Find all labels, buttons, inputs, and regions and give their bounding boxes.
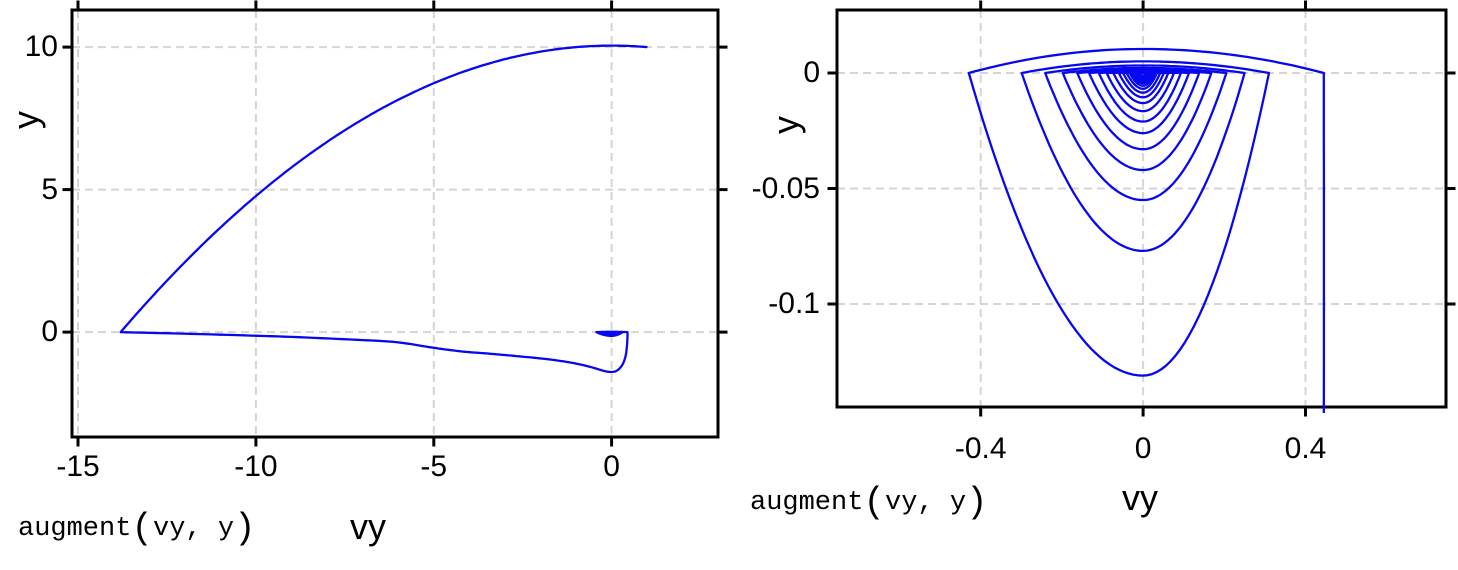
x-tick-label: -10 bbox=[234, 450, 278, 483]
x-tick-label: 0 bbox=[1134, 432, 1152, 465]
y-tick-label: 0 bbox=[803, 56, 820, 90]
x-tick-label: 0 bbox=[603, 450, 620, 483]
expr-open-paren: ( bbox=[863, 482, 886, 523]
expr-close-paren: ) bbox=[234, 508, 256, 549]
expr-open-paren: ( bbox=[131, 508, 154, 549]
left-plot-y-axis-title[interactable]: y bbox=[5, 111, 46, 129]
x-tick-label: -5 bbox=[420, 450, 448, 483]
expr-function-name: augment bbox=[750, 488, 864, 518]
expr-arguments: vy, y bbox=[153, 514, 235, 544]
expr-arguments: vy, y bbox=[885, 488, 967, 518]
plot-phase-portrait-full bbox=[62, 0, 728, 447]
y-tick-label: -0.1 bbox=[768, 286, 820, 320]
y-tick-label: 5 bbox=[41, 172, 58, 206]
trajectory-trace[interactable] bbox=[119, 44, 648, 374]
x-tick-label: -0.4 bbox=[954, 432, 1007, 465]
left-plot-x-axis-title[interactable]: vy bbox=[350, 506, 386, 547]
x-tick-label: 0.4 bbox=[1284, 432, 1327, 465]
axis-tick-marks bbox=[827, 0, 1456, 417]
right-plot-trace-expression[interactable]: augment(vy, y) bbox=[750, 482, 988, 521]
left-plot-region[interactable] bbox=[72, 10, 718, 437]
expr-function-name: augment bbox=[18, 514, 132, 544]
y-tick-label: -0.05 bbox=[751, 171, 820, 205]
plot-frame bbox=[70, 8, 720, 439]
plot-frame bbox=[835, 8, 1448, 409]
right-plot-region[interactable] bbox=[837, 10, 1446, 407]
right-plot-y-axis-title[interactable]: y bbox=[765, 116, 806, 134]
y-tick-label: 0 bbox=[41, 315, 58, 349]
y-tick-label: 10 bbox=[24, 30, 58, 64]
expr-close-paren: ) bbox=[966, 482, 988, 523]
right-plot-x-axis-title[interactable]: vy bbox=[1122, 477, 1158, 518]
axis-tick-marks bbox=[62, 0, 728, 447]
x-tick-label: -15 bbox=[56, 450, 100, 483]
left-plot-trace-expression[interactable]: augment(vy, y) bbox=[18, 508, 256, 547]
